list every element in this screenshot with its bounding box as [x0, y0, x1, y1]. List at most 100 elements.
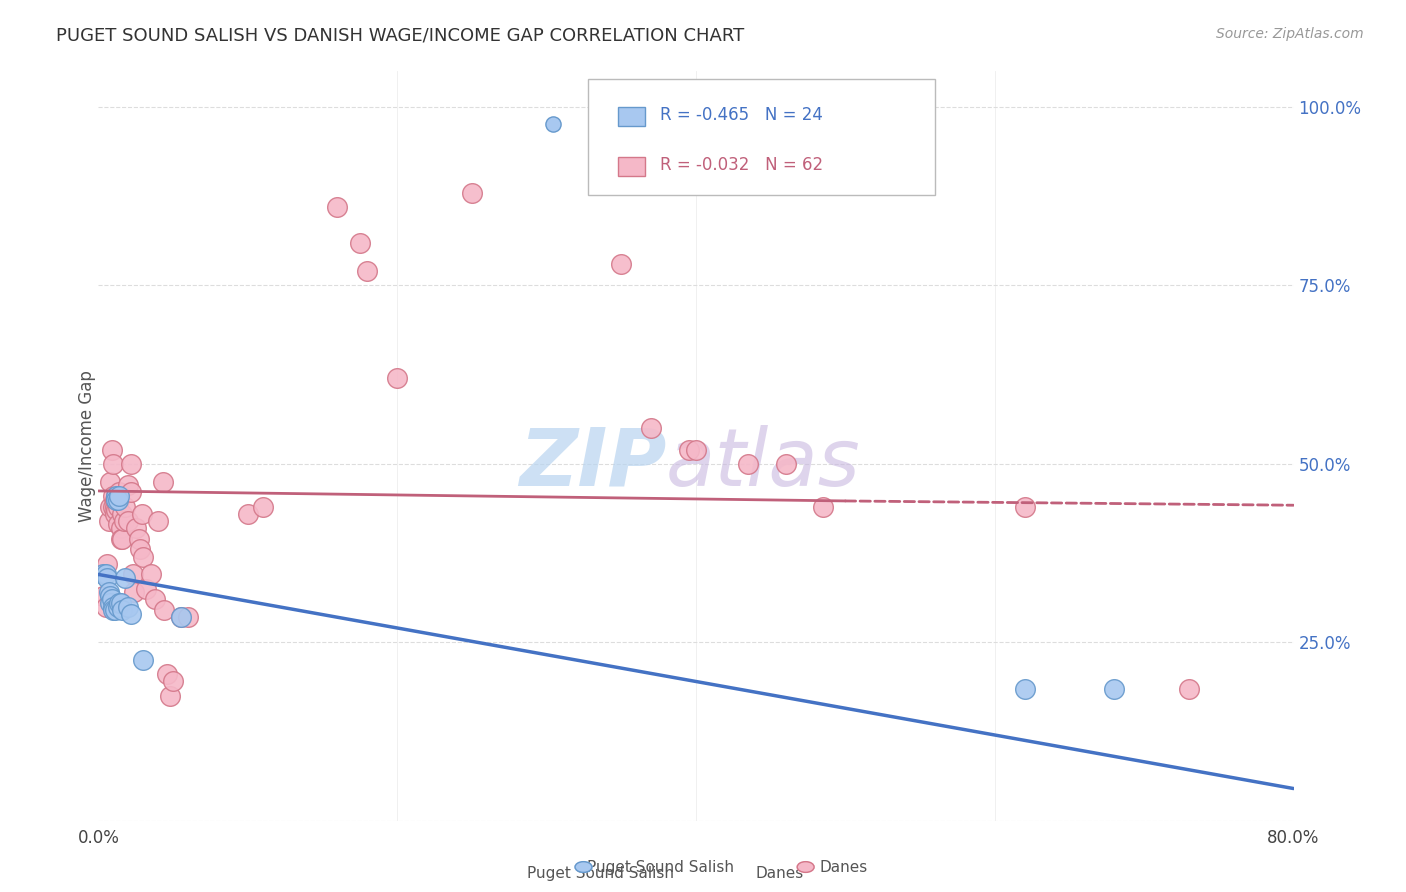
Point: [94, 599, 117, 614]
Text: PUGET SOUND SALISH VS DANISH WAGE/INCOME GAP CORRELATION CHART: PUGET SOUND SALISH VS DANISH WAGE/INCOME…: [56, 27, 745, 45]
Point: [108, 596, 131, 610]
Point: [356, 264, 378, 278]
Point: [143, 592, 166, 607]
Point: [96, 557, 118, 571]
Point: [96, 571, 118, 585]
Point: [169, 610, 191, 624]
Point: [117, 599, 139, 614]
Point: [132, 549, 155, 564]
Point: [349, 235, 371, 250]
Point: [128, 532, 150, 546]
Point: [107, 599, 129, 614]
Point: [737, 457, 759, 471]
Point: [129, 542, 152, 557]
Point: [103, 599, 125, 614]
Point: [117, 514, 139, 528]
Point: [1014, 500, 1036, 514]
Text: Source: ZipAtlas.com: Source: ZipAtlas.com: [1216, 27, 1364, 41]
Point: [111, 507, 134, 521]
Point: [101, 592, 124, 607]
Text: atlas: atlas: [666, 425, 860, 503]
Point: [152, 475, 174, 489]
Point: [98, 500, 122, 514]
Point: [252, 500, 274, 514]
Point: [104, 507, 127, 521]
Point: [104, 492, 127, 507]
Text: Danes: Danes: [755, 865, 804, 880]
Point: [103, 603, 125, 617]
Point: [111, 532, 134, 546]
Point: [110, 532, 132, 546]
Point: [461, 186, 484, 200]
Text: ZIP: ZIP: [519, 425, 666, 503]
Point: [103, 500, 125, 514]
Point: [105, 503, 128, 517]
Point: [640, 421, 662, 435]
Point: [162, 674, 184, 689]
Point: [104, 603, 127, 617]
Point: [104, 500, 127, 514]
Point: [108, 492, 131, 507]
Point: [120, 457, 142, 471]
FancyBboxPatch shape: [619, 157, 645, 177]
Point: [159, 689, 181, 703]
Point: [1104, 681, 1126, 696]
Point: [105, 489, 128, 503]
Point: [107, 517, 129, 532]
Point: [177, 610, 200, 624]
Point: [135, 582, 157, 596]
Point: [107, 500, 129, 514]
Point: [114, 571, 136, 585]
Point: [98, 589, 122, 603]
Point: [110, 596, 132, 610]
Point: [117, 478, 139, 492]
Point: [98, 596, 122, 610]
Point: [103, 489, 125, 503]
FancyBboxPatch shape: [589, 78, 935, 195]
Point: [108, 485, 131, 500]
Point: [1014, 681, 1036, 696]
Text: R = -0.032   N = 62: R = -0.032 N = 62: [659, 156, 823, 174]
Point: [114, 500, 136, 514]
Point: [98, 475, 122, 489]
Point: [121, 567, 143, 582]
Point: [97, 514, 120, 528]
Point: [153, 603, 176, 617]
Point: [111, 603, 134, 617]
Point: [110, 521, 132, 535]
Point: [112, 514, 135, 528]
Point: [124, 585, 146, 599]
Point: [105, 492, 128, 507]
Point: [385, 371, 409, 385]
Point: [169, 610, 191, 624]
Point: [97, 585, 120, 599]
Point: [120, 607, 142, 621]
Point: [811, 500, 834, 514]
Text: R = -0.465   N = 24: R = -0.465 N = 24: [659, 105, 823, 124]
Point: [236, 507, 259, 521]
Text: Danes: Danes: [820, 860, 868, 874]
Point: [108, 489, 131, 503]
Point: [105, 489, 128, 503]
Point: [94, 567, 117, 582]
Point: [139, 567, 162, 582]
Point: [91, 589, 114, 603]
Point: [91, 567, 114, 582]
Point: [120, 485, 142, 500]
Text: Puget Sound Salish: Puget Sound Salish: [588, 860, 734, 874]
Point: [103, 457, 125, 471]
Point: [125, 521, 148, 535]
Point: [326, 200, 349, 214]
Point: [775, 457, 797, 471]
Point: [541, 117, 564, 131]
Point: [610, 257, 633, 271]
Point: [156, 667, 179, 681]
Point: [685, 442, 707, 457]
Point: [148, 514, 170, 528]
Point: [678, 442, 700, 457]
Y-axis label: Wage/Income Gap: Wage/Income Gap: [79, 370, 96, 522]
Point: [101, 442, 124, 457]
Point: [131, 507, 153, 521]
Point: [132, 653, 155, 667]
Point: [107, 492, 129, 507]
